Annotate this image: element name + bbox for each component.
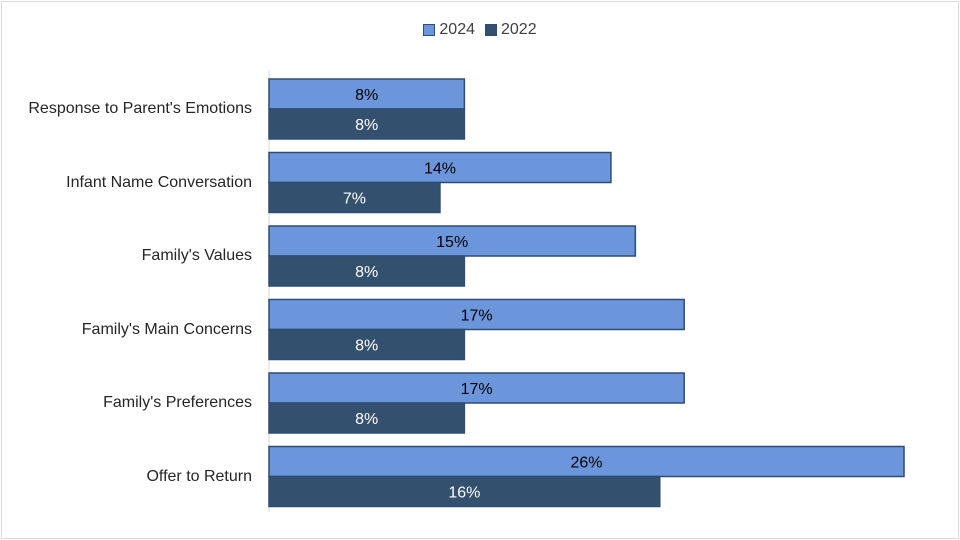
bar-2022 xyxy=(268,181,441,214)
data-label-2022: 8% xyxy=(355,264,378,281)
bar-2024 xyxy=(268,151,612,184)
bar-2022 xyxy=(268,402,466,434)
chart-legend: 2024 2022 xyxy=(0,21,960,39)
data-label-2022: 8% xyxy=(355,338,378,355)
bar-2024 xyxy=(268,445,905,478)
legend-swatch-2024 xyxy=(423,24,436,36)
legend-label-2022: 2022 xyxy=(501,21,537,38)
data-label-2022: 16% xyxy=(448,485,480,502)
legend-swatch-2022 xyxy=(485,24,497,36)
legend-item-2024: 2024 xyxy=(423,21,475,39)
data-label-2024: 26% xyxy=(570,455,602,472)
data-label-2022: 8% xyxy=(355,411,378,428)
category-label: Response to Parent's Emotions xyxy=(28,100,252,117)
data-label-2024: 8% xyxy=(355,87,378,104)
bar-2024 xyxy=(268,372,685,404)
category-label: Family's Main Concerns xyxy=(81,320,252,338)
data-label-2024: 17% xyxy=(461,308,493,325)
data-label-2024: 17% xyxy=(461,381,493,398)
category-label: Offer to Return xyxy=(146,467,252,485)
bar-2022 xyxy=(268,328,466,361)
data-label-2022: 8% xyxy=(355,117,378,134)
bar-2024 xyxy=(268,225,637,257)
bar-2024 xyxy=(268,298,685,331)
bar-2022 xyxy=(268,475,661,508)
category-label: Family's Preferences xyxy=(103,394,252,411)
category-label: Infant Name Conversation xyxy=(66,173,252,191)
bar-2022 xyxy=(268,108,466,140)
data-label-2022: 7% xyxy=(343,191,366,208)
category-label: Family's Values xyxy=(141,247,252,264)
legend-item-2022: 2022 xyxy=(485,21,537,39)
data-label-2024: 15% xyxy=(436,234,468,251)
bar-2022 xyxy=(268,255,466,287)
data-label-2024: 14% xyxy=(424,161,456,178)
legend-label-2024: 2024 xyxy=(439,21,475,38)
